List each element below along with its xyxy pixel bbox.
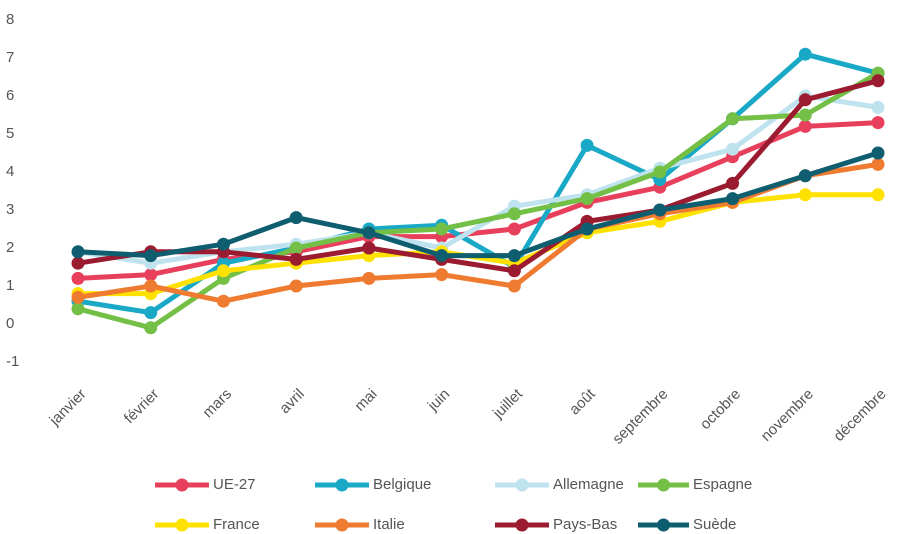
legend-swatch-dot	[175, 478, 189, 492]
data-point	[362, 226, 376, 240]
data-point	[871, 74, 885, 88]
x-tick-label: septembre	[609, 386, 671, 448]
data-point	[507, 264, 521, 278]
data-point	[144, 306, 158, 320]
series-line	[77, 71, 880, 331]
data-point	[362, 241, 376, 255]
data-point	[798, 169, 812, 183]
data-point	[144, 321, 158, 335]
x-tick-label: janvier	[46, 386, 90, 430]
legend-label: Suède	[693, 516, 736, 533]
x-tick-label: février	[121, 386, 162, 427]
data-point	[435, 222, 449, 236]
legend-label: France	[213, 516, 260, 533]
y-tick-label: 6	[6, 87, 14, 104]
data-point	[289, 211, 303, 225]
data-point	[798, 93, 812, 107]
x-tick-label: octobre	[697, 386, 744, 433]
data-point	[507, 207, 521, 221]
legend-label: UE-27	[213, 476, 256, 493]
y-tick-label: 2	[6, 239, 14, 256]
data-point	[871, 146, 885, 160]
y-tick-label: 4	[6, 163, 14, 180]
series-line	[77, 78, 879, 274]
x-tick-label: avril	[276, 386, 307, 417]
data-point	[71, 302, 85, 316]
legend-swatch-dot	[175, 518, 189, 532]
data-point	[798, 119, 812, 133]
data-point	[580, 222, 594, 236]
y-tick-label: 3	[6, 201, 14, 218]
legend-swatch-dot	[335, 518, 349, 532]
series-line	[77, 51, 879, 316]
x-tick-label: août	[566, 385, 599, 418]
legend-swatch-dot	[335, 478, 349, 492]
series-line	[77, 120, 879, 281]
legend-swatch-dot	[657, 518, 670, 532]
data-point	[435, 249, 449, 263]
data-point	[435, 268, 449, 282]
x-tick-label: mars	[199, 386, 235, 422]
data-point	[216, 264, 230, 278]
data-point	[871, 188, 885, 202]
data-point	[653, 203, 667, 217]
data-point	[71, 290, 85, 304]
x-tick-label: juin	[424, 386, 453, 415]
data-point	[580, 138, 594, 152]
data-point	[216, 294, 230, 308]
data-point	[144, 268, 158, 282]
legend-label: Allemagne	[553, 476, 624, 493]
legend-label: Belgique	[373, 476, 431, 493]
data-point	[507, 222, 521, 236]
data-point	[71, 256, 85, 270]
legend-swatch-dot	[515, 518, 529, 532]
data-point	[71, 245, 85, 259]
y-tick-label: 5	[6, 125, 14, 142]
x-tick-label: mai	[351, 386, 380, 415]
data-point	[726, 176, 740, 190]
data-point	[507, 249, 521, 263]
data-point	[289, 241, 303, 255]
y-tick-label: 1	[6, 277, 14, 294]
data-point	[871, 100, 885, 114]
data-point	[726, 112, 740, 126]
data-point	[798, 108, 812, 122]
data-point	[798, 47, 812, 61]
y-tick-label: -1	[6, 353, 19, 370]
data-point	[726, 142, 740, 156]
data-point	[726, 192, 740, 206]
data-point	[580, 192, 594, 206]
data-point	[871, 157, 885, 171]
series-line	[77, 161, 879, 304]
data-point	[216, 237, 230, 251]
data-point	[71, 271, 85, 285]
x-tick-label: juillet	[489, 385, 526, 422]
data-point	[289, 279, 303, 293]
y-tick-label: 7	[6, 49, 14, 66]
y-tick-label: 8	[6, 11, 14, 28]
series-line	[77, 93, 879, 266]
series-line	[77, 150, 879, 259]
x-tick-label: novembre	[758, 386, 817, 445]
data-point	[871, 116, 885, 130]
data-point	[653, 165, 667, 179]
data-point	[144, 279, 158, 293]
data-point	[289, 252, 303, 266]
data-point	[798, 188, 812, 202]
y-tick-label: 0	[6, 315, 14, 332]
data-point	[362, 271, 376, 285]
data-point	[507, 279, 521, 293]
x-tick-label: décembre	[830, 386, 889, 445]
data-point	[144, 249, 158, 263]
legend-label: Pays-Bas	[553, 516, 617, 533]
legend-label: Espagne	[693, 476, 752, 493]
legend-swatch-dot	[657, 478, 670, 492]
legend-label: Italie	[373, 516, 405, 533]
legend-swatch-dot	[515, 478, 529, 492]
